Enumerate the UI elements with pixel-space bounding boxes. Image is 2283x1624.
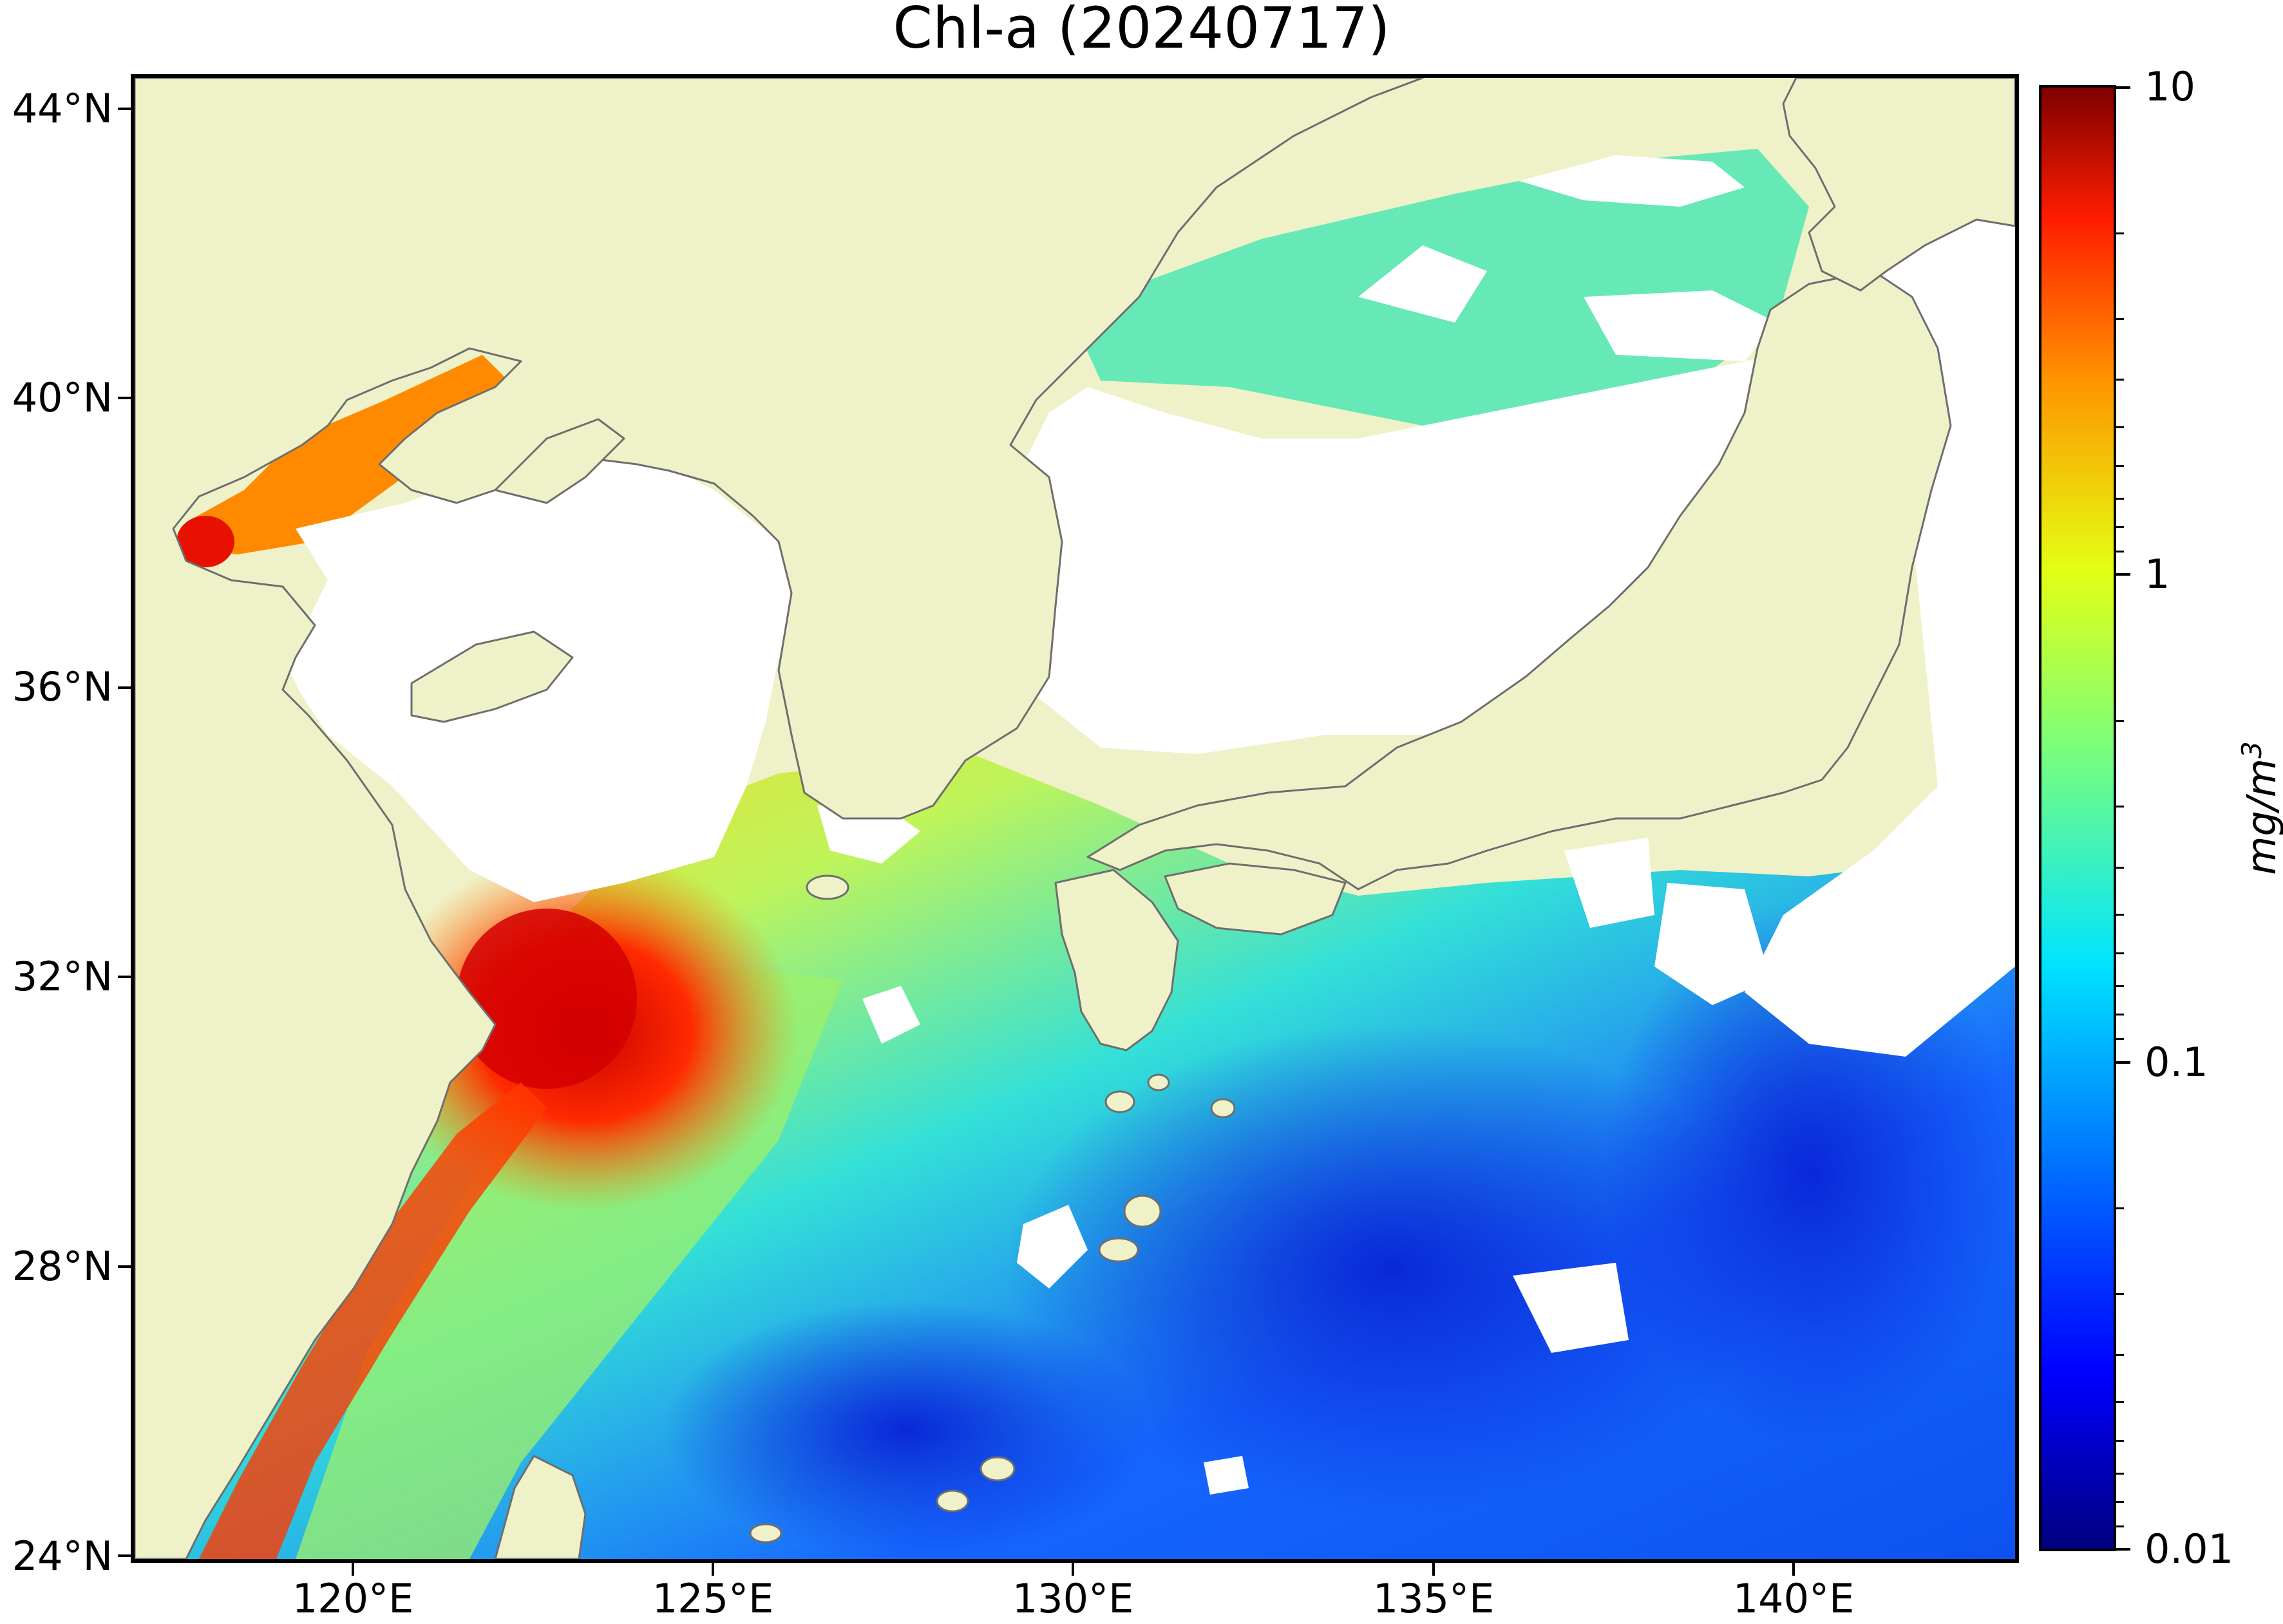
colorbar-minor-tick [2116,867,2124,869]
colorbar-minor-tick [2116,1401,2124,1403]
x-tick [1072,1563,1074,1576]
colorbar-minor-tick [2116,720,2124,722]
lat-label-36n: 36°N [12,663,113,710]
colorbar-minor-tick [2116,1038,2124,1040]
colorbar-minor-tick [2116,379,2124,381]
colorbar-label-0-1: 0.1 [2145,1039,2208,1086]
colorbar-minor-tick [2116,465,2124,467]
colorbar-minor-tick [2116,1014,2124,1015]
lon-label-140e: 140°E [1732,1575,1855,1622]
colorbar-minor-tick [2116,1473,2124,1475]
y-tick [118,108,131,110]
colorbar-tick [2116,1548,2130,1551]
lat-label-44n: 44°N [12,85,113,132]
colorbar-unit-label: mg/m3 [2236,741,2283,875]
lat-label-24n: 24°N [12,1533,113,1580]
lon-label-135e: 135°E [1372,1575,1495,1622]
colorbar-minor-tick [2116,914,2124,916]
chlorophyll-map [131,74,2019,1563]
colorbar-tick [2116,573,2130,576]
colorbar-minor-tick [2116,1293,2124,1295]
unit-base: mg/m [2237,758,2283,875]
colorbar-minor-tick [2116,1354,2124,1356]
lat-label-28n: 28°N [12,1243,113,1290]
x-tick [712,1563,714,1576]
y-tick [118,1265,131,1268]
colorbar [2039,85,2116,1551]
colorbar-minor-tick [2116,318,2124,320]
y-tick [118,1554,131,1557]
lon-label-120e: 120°E [292,1575,414,1622]
lat-label-32n: 32°N [12,953,113,1000]
y-tick [118,397,131,399]
colorbar-minor-tick [2116,1501,2124,1503]
colorbar-label-1: 1 [2145,551,2170,598]
colorbar-minor-tick [2116,498,2124,500]
colorbar-minor-tick [2116,232,2124,234]
land-layer [135,78,2015,1559]
lon-label-130e: 130°E [1012,1575,1134,1622]
ocean-color-layer [135,149,2015,1559]
colorbar-minor-tick [2116,526,2124,528]
colorbar-tick [2116,86,2130,89]
colorbar-minor-tick [2116,985,2124,987]
colorbar-tick [2116,1061,2130,1064]
lat-label-40n: 40°N [12,374,113,421]
x-tick [352,1563,354,1576]
colorbar-minor-tick [2116,426,2124,428]
colorbar-minor-tick [2116,1207,2124,1209]
colorbar-minor-tick [2116,1525,2124,1527]
x-tick [1792,1563,1795,1576]
y-tick [118,976,131,978]
map-title: Chl-a (20240717) [893,0,1390,61]
x-tick [1432,1563,1435,1576]
lon-label-125e: 125°E [652,1575,774,1622]
colorbar-minor-tick [2116,1440,2124,1442]
unit-exponent: 3 [2236,741,2268,759]
y-tick [118,686,131,689]
colorbar-minor-tick [2116,806,2124,807]
colorbar-minor-tick [2116,551,2124,552]
colorbar-label-10: 10 [2145,63,2195,110]
colorbar-minor-tick [2116,952,2124,954]
colorbar-label-0-01: 0.01 [2145,1525,2234,1572]
